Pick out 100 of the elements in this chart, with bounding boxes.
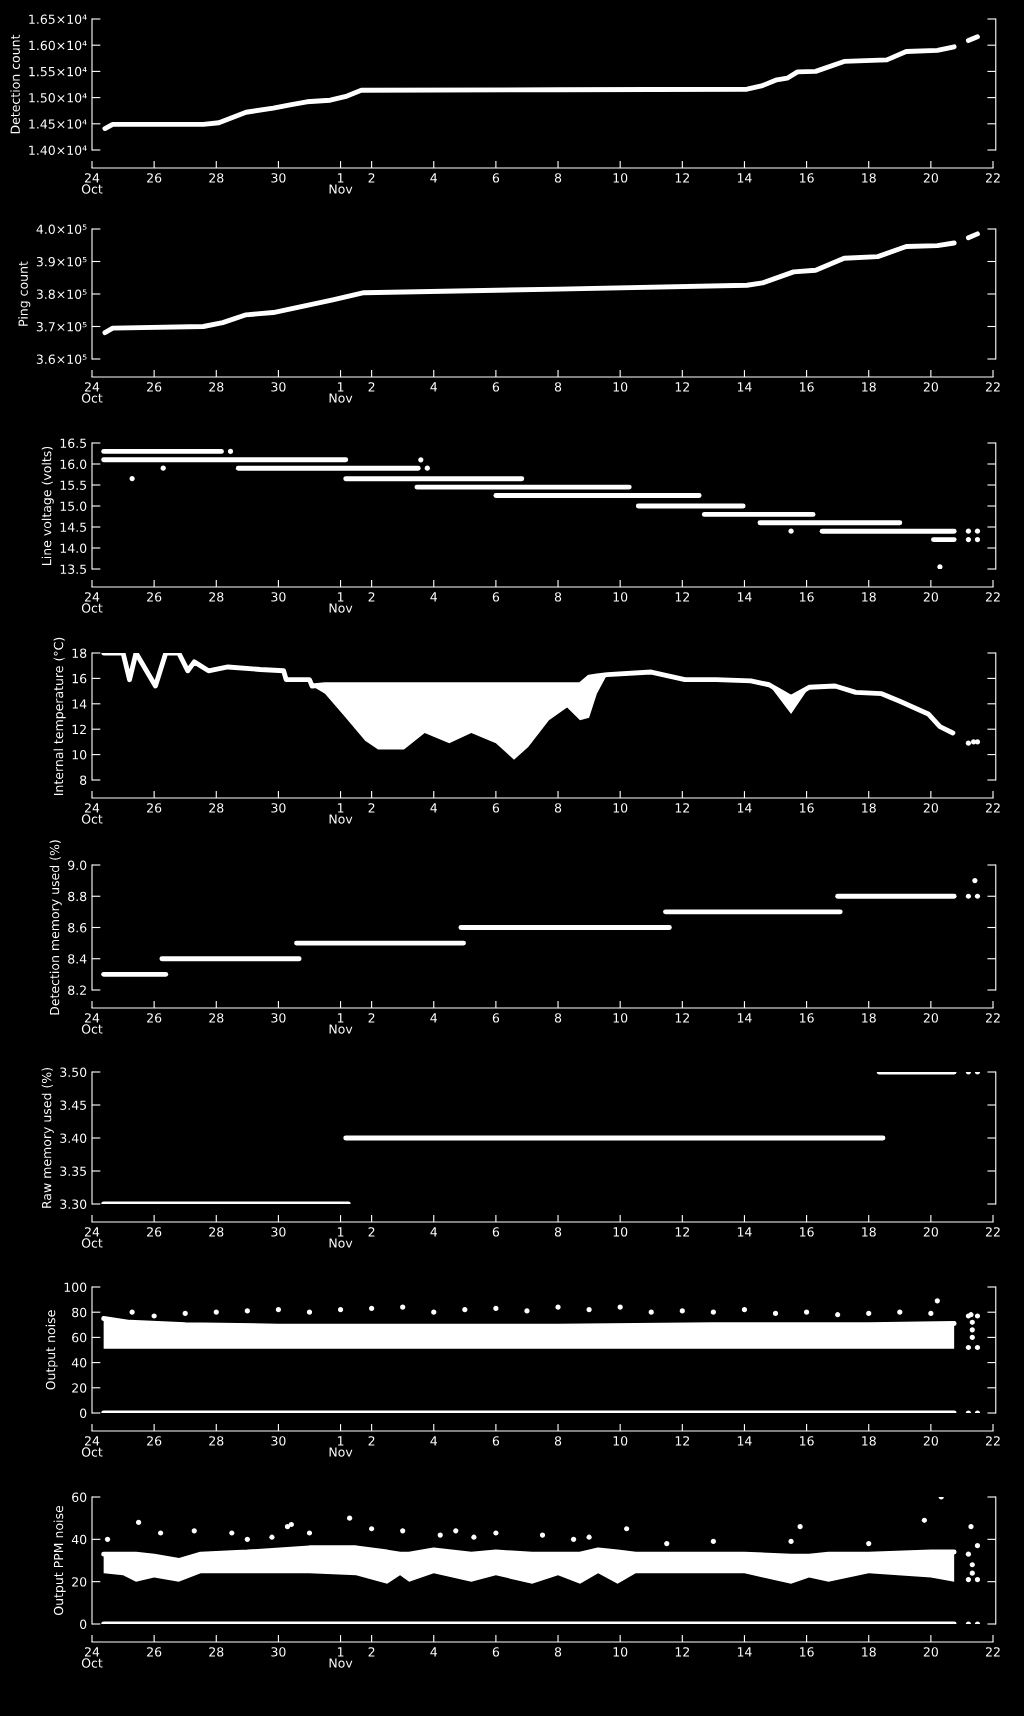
x-tick-label: 2: [368, 1227, 375, 1237]
x-tick-label: 8: [554, 1436, 562, 1446]
y-tick-label: 15.5: [60, 480, 87, 490]
point: [617, 1304, 623, 1310]
x-tick-label: 18: [862, 382, 876, 392]
x-tick-label: 1 Nov: [329, 1227, 353, 1248]
y-tick-label: 8.2: [68, 985, 86, 995]
point: [151, 1313, 157, 1319]
y-tick-label: 1.65×10⁴: [29, 14, 87, 24]
x-tick-label: 4: [430, 382, 438, 392]
point: [244, 1308, 250, 1314]
point: [679, 1308, 685, 1314]
point: [306, 1309, 313, 1315]
x-tick-label: 20: [923, 803, 938, 813]
x-tick-label: 16: [800, 1647, 814, 1657]
x-tick-label: 24 Oct: [81, 1436, 103, 1457]
x-tick-label: 26: [147, 382, 162, 392]
y-tick-label: 0: [80, 1408, 87, 1418]
x-tick-label: 2: [368, 382, 375, 392]
x-tick-label: 6: [492, 173, 500, 183]
x-tick-label: 22: [985, 382, 1000, 392]
x-tick-label: 18: [862, 1436, 876, 1446]
point: [431, 1309, 437, 1315]
x-tick-label: 1 Nov: [329, 173, 353, 194]
y-tick-label: 16.5: [60, 438, 87, 448]
y-tick-label: 3.40: [60, 1133, 87, 1143]
y-tick-label: 9.0: [68, 860, 87, 870]
x-tick-label: 28: [209, 803, 224, 813]
y-tick-label: 18: [72, 648, 87, 658]
y-tick-label: 1.50×10⁴: [29, 93, 87, 103]
x-tick-label: 20: [923, 1013, 938, 1023]
x-tick-label: 8: [554, 1013, 562, 1023]
x-tick-label: 10: [613, 382, 628, 392]
x-tick-label: 20: [923, 1227, 938, 1237]
x-tick-label: 20: [923, 592, 938, 602]
point: [772, 1310, 779, 1317]
x-tick-label: 24 Oct: [81, 1647, 103, 1668]
y-tick-label: 8.8: [68, 891, 87, 902]
x-tick-label: 26: [147, 1647, 162, 1657]
x-tick-label: 8: [554, 1227, 562, 1237]
x-tick-label: 16: [800, 382, 814, 392]
x-tick-label: 10: [613, 592, 628, 602]
x-tick-label: 18: [862, 1227, 876, 1237]
x-tick-label: 24 Oct: [81, 592, 103, 613]
x-tick-label: 6: [492, 592, 500, 602]
x-tick-label: 14: [737, 1013, 752, 1023]
x-tick-label: 28: [209, 1227, 224, 1237]
x-tick-label: 28: [209, 1647, 224, 1657]
x-tick-label: 1 Nov: [329, 1013, 353, 1034]
x-tick-label: 12: [675, 1647, 690, 1657]
x-tick-label: 30: [271, 1013, 286, 1023]
x-tick-label: 10: [613, 1647, 628, 1657]
x-tick-label: 4: [430, 173, 438, 183]
point: [337, 1307, 344, 1313]
y-tick-label: 3.30: [60, 1199, 87, 1209]
y-tick-label: 8.4: [68, 954, 87, 964]
y-tick-label: 3.8×10⁵: [36, 289, 87, 299]
y-tick-label: 100: [64, 1282, 87, 1292]
y-axis-title: Detection count: [10, 34, 20, 134]
x-tick-label: 6: [492, 1647, 500, 1657]
y-tick-label: 1.55×10⁴: [29, 66, 87, 77]
y-tick-label: 0: [80, 1619, 87, 1629]
y-axis-title: Output noise: [45, 1310, 58, 1390]
y-tick-label: 16.0: [60, 459, 87, 469]
x-tick-label: 22: [985, 592, 1000, 602]
x-tick-label: 26: [147, 1436, 162, 1446]
point: [835, 1312, 841, 1318]
x-tick-label: 6: [492, 382, 500, 392]
x-tick-label: 10: [613, 1227, 628, 1237]
x-tick-label: 12: [675, 1436, 690, 1446]
y-tick-label: 13.5: [60, 564, 87, 574]
y-tick-label: 14: [72, 699, 87, 709]
x-tick-label: 8: [554, 173, 562, 183]
point: [275, 1307, 282, 1313]
x-tick-label: 12: [675, 382, 690, 392]
x-tick-label: 30: [271, 803, 286, 813]
y-tick-label: 3.9×10⁵: [36, 256, 87, 267]
point: [710, 1309, 716, 1315]
x-tick-label: 26: [147, 173, 162, 183]
y-tick-label: 16: [72, 673, 87, 684]
x-tick-label: 22: [985, 1647, 1000, 1657]
x-tick-label: 12: [675, 173, 690, 183]
x-tick-label: 8: [554, 382, 562, 392]
x-tick-label: 8: [554, 592, 562, 602]
y-tick-label: 4.0×10⁵: [36, 224, 87, 234]
x-tick-label: 16: [800, 1013, 814, 1023]
x-tick-label: 22: [985, 1013, 1000, 1023]
y-tick-label: 20: [72, 1383, 87, 1393]
y-tick-label: 1.45×10⁴: [29, 119, 87, 129]
point: [648, 1309, 654, 1315]
x-tick-label: 24 Oct: [81, 803, 103, 824]
point: [524, 1308, 530, 1314]
y-tick-label: 60: [72, 1492, 87, 1502]
x-tick-label: 6: [492, 803, 500, 813]
x-tick-label: 2: [368, 173, 375, 183]
y-tick-label: 3.7×10⁵: [36, 321, 87, 332]
x-tick-label: 30: [271, 1227, 286, 1237]
x-tick-label: 8: [554, 1647, 562, 1657]
y-tick-label: 14.0: [60, 543, 87, 553]
x-tick-label: 14: [737, 1227, 752, 1237]
